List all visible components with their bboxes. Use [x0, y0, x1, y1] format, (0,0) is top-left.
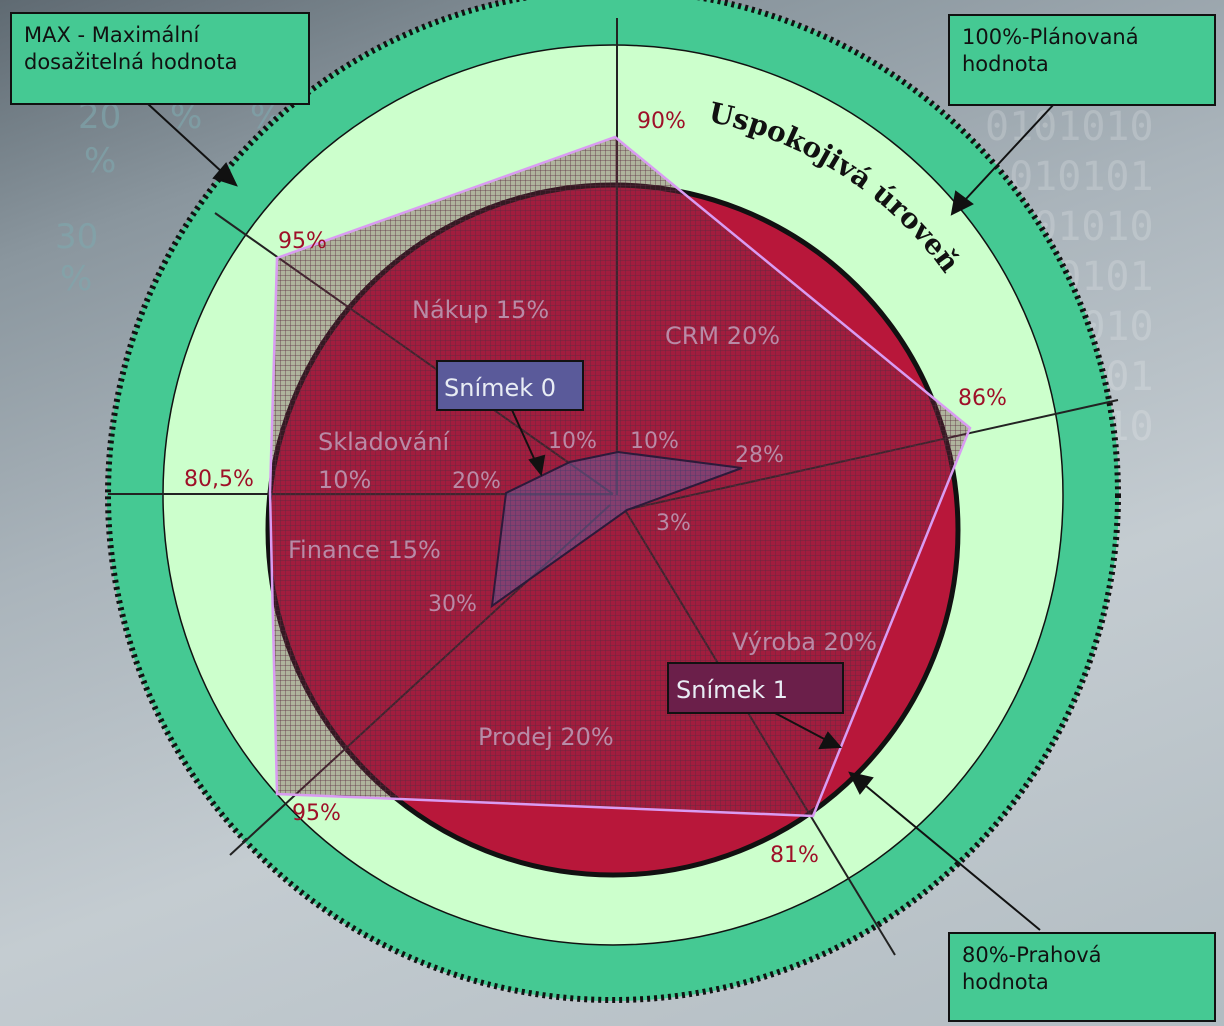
arrow-line-threshold: [865, 785, 1041, 931]
segment-label-nakup: Nákup 15%: [412, 296, 549, 324]
arrow-line-plan: [964, 102, 1056, 201]
snapshot-1-value-crm: 90%: [637, 109, 686, 134]
segment-label-prodej: Prodej 20%: [478, 723, 614, 751]
arrow-head-threshold: [848, 771, 874, 795]
background-fragment: 30: [55, 217, 98, 257]
snapshot-1-value-skladovani: 80,5%: [184, 467, 254, 492]
snapshot-0-box: Snímek 0: [436, 360, 584, 411]
segment-label-finance: Finance 15%: [288, 536, 441, 564]
arrow-head-snapshot-0: [528, 454, 546, 477]
callout-planned-value: 100%-Plánovaná hodnota: [948, 14, 1216, 106]
segment-label-skladovani: Skladování 10%: [318, 428, 457, 494]
callout-max-value: MAX - Maximální dosažitelná hodnota: [10, 12, 310, 105]
snapshot-0-label: Snímek 0: [444, 374, 556, 402]
snapshot-0-value-prodej: 3%: [656, 511, 691, 536]
snapshot-1-box: Snímek 1: [667, 662, 844, 714]
snapshot-1-value-prodej: 81%: [770, 843, 819, 868]
segment-label-vyroba: Výroba 20%: [732, 628, 877, 656]
background-fragment: %: [84, 141, 116, 181]
arrow-head-max: [212, 162, 238, 187]
snapshot-1-value-vyroba: 86%: [958, 386, 1007, 411]
snapshot-0-value-vyroba: 28%: [735, 443, 784, 468]
arrow-line-snapshot-1: [774, 712, 829, 742]
callout-threshold-value: 80%-Prahová hodnota: [948, 932, 1216, 1022]
snapshot-0-value-nakup: 10%: [548, 429, 597, 454]
segment-label-crm: CRM 20%: [665, 322, 780, 350]
snapshot-0-value-crm: 10%: [630, 429, 679, 454]
svg-text:0101010: 0101010: [985, 104, 1154, 150]
snapshot-0-value-skladovani: 20%: [452, 469, 501, 494]
snapshot-1-value-nakup: 95%: [278, 229, 327, 254]
snapshot-1-value-finance: 95%: [292, 801, 341, 826]
arrow-head-plan: [950, 190, 974, 216]
arrow-head-snapshot-1: [818, 731, 843, 750]
arrow-line-max: [147, 103, 223, 173]
snapshot-0-value-finance: 30%: [428, 592, 477, 617]
snapshot-0-polygon: [490, 450, 743, 609]
arrow-line-snapshot-0: [511, 409, 538, 466]
background-fragment: %: [60, 259, 92, 299]
max-value-dotted-border: [105, 0, 1121, 1003]
snapshot-1-label: Snímek 1: [676, 676, 788, 704]
